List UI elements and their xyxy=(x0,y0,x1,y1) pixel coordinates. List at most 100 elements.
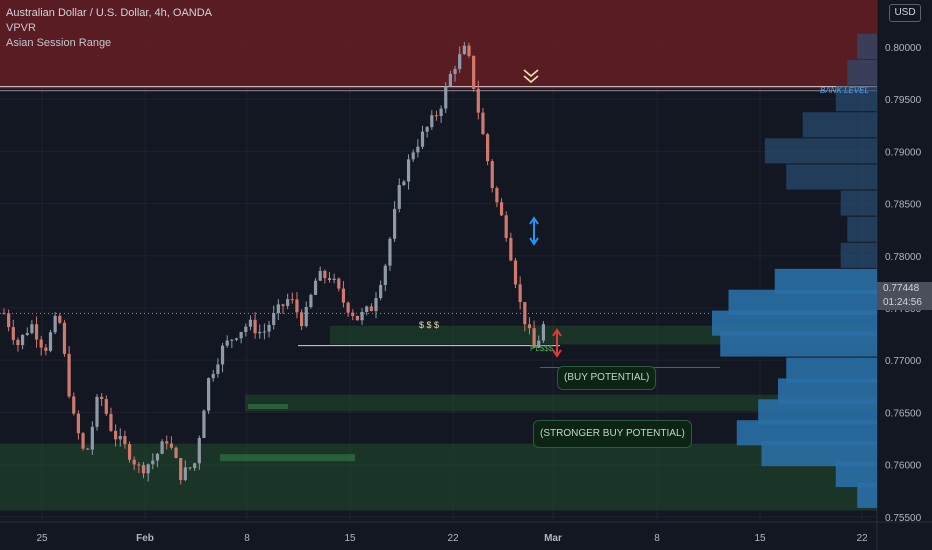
chart-legend: Australian Dollar / U.S. Dollar, 4h, OAN… xyxy=(6,6,212,51)
candle-body xyxy=(160,441,164,454)
x-tick-label: Feb xyxy=(136,533,154,544)
candle-body xyxy=(537,340,541,348)
candle-body xyxy=(48,332,53,351)
candle-body xyxy=(453,68,457,74)
x-tick-label: 8 xyxy=(654,533,660,544)
candle-body xyxy=(86,448,90,450)
candle-body xyxy=(369,306,373,312)
candle-body xyxy=(202,410,206,438)
y-tick-label: 0.75500 xyxy=(885,513,922,524)
candle-body xyxy=(155,453,160,461)
candle-body xyxy=(2,313,6,315)
candle-body xyxy=(95,396,99,427)
candle-body xyxy=(309,294,313,308)
candle-body xyxy=(137,464,141,466)
candle-body xyxy=(295,299,299,313)
candle-body xyxy=(118,435,122,440)
candle-body xyxy=(272,313,276,325)
candle-body xyxy=(411,152,415,160)
candle-body xyxy=(276,304,280,314)
candle-body xyxy=(193,463,197,469)
candle-body xyxy=(490,161,494,189)
candle-body xyxy=(165,441,169,444)
y-tick-label: 0.78500 xyxy=(885,200,922,211)
candle-body xyxy=(393,208,397,239)
candle-body xyxy=(132,459,136,465)
candle-body xyxy=(114,430,118,440)
candle-body xyxy=(379,284,383,299)
candle-body xyxy=(523,302,527,325)
candle-body xyxy=(458,54,462,69)
candle-body xyxy=(146,464,150,474)
candle-body xyxy=(495,188,499,203)
candle-body xyxy=(434,115,439,117)
bank-level-label: BANK LEVEL xyxy=(820,86,869,95)
candle-body xyxy=(216,364,220,374)
candle-body xyxy=(504,215,508,238)
candle-body xyxy=(416,146,420,153)
candle-body xyxy=(220,345,225,365)
candle-body xyxy=(7,313,11,328)
candle-body xyxy=(304,307,308,327)
candle-body xyxy=(486,134,490,162)
candle-body xyxy=(25,333,29,335)
candle-body xyxy=(207,378,211,411)
candle-body xyxy=(258,332,262,334)
candle-body xyxy=(360,312,364,321)
volume-profile-bar xyxy=(786,164,877,190)
candle-body xyxy=(444,86,448,109)
candle-body xyxy=(337,278,341,289)
candle-body xyxy=(100,396,104,400)
candle-body xyxy=(253,319,257,334)
buy-potential-label: (BUY POTENTIAL) xyxy=(557,366,657,390)
x-tick-label: 22 xyxy=(447,533,459,544)
candle-body xyxy=(21,334,25,346)
x-tick-label: 15 xyxy=(754,533,766,544)
currency-badge[interactable]: USD xyxy=(889,4,921,22)
indicator-asian-session[interactable]: Asian Session Range xyxy=(6,37,112,49)
candle-body xyxy=(290,299,294,301)
candle-body xyxy=(211,373,215,379)
volume-profile-bar xyxy=(847,216,877,242)
candle-body xyxy=(281,304,285,306)
zone-inner-strip xyxy=(220,454,355,462)
candle-body xyxy=(346,302,350,313)
candle-body xyxy=(53,315,57,333)
candle-body xyxy=(402,181,406,186)
candle-body xyxy=(72,396,76,414)
symbol-title: Australian Dollar / U.S. Dollar, 4h, OAN… xyxy=(6,7,213,19)
candle-body xyxy=(341,288,346,303)
candle-body xyxy=(425,127,429,132)
candle-body xyxy=(374,298,378,312)
candle-body xyxy=(420,131,425,147)
volume-profile-bar xyxy=(764,138,877,164)
candle-body xyxy=(127,444,132,460)
candle-body xyxy=(448,73,452,87)
candle-body xyxy=(332,278,336,281)
volume-profile-bar xyxy=(720,331,877,357)
candle-body xyxy=(532,328,536,348)
candle-body xyxy=(141,465,146,474)
candle-body xyxy=(541,324,545,341)
candle-body xyxy=(286,299,290,306)
x-tick-label: 15 xyxy=(344,533,356,544)
candle-body xyxy=(262,331,266,333)
candle-body xyxy=(44,347,48,351)
candle-body xyxy=(76,413,80,434)
blue-arrow-icon xyxy=(529,216,539,246)
candle-body xyxy=(81,433,85,449)
x-tick-label: Mar xyxy=(544,533,562,544)
indicator-vpvr[interactable]: VPVR xyxy=(6,22,36,34)
zone-stronger-buy-potential xyxy=(0,443,877,511)
candle-body xyxy=(248,319,253,327)
x-tick-label: 8 xyxy=(244,533,250,544)
candle-body xyxy=(234,338,239,340)
candle-body xyxy=(58,315,62,323)
candle-body xyxy=(355,315,359,321)
y-tick-label: 0.76000 xyxy=(885,461,922,472)
candle-body xyxy=(527,324,532,329)
candle-body xyxy=(300,312,304,327)
x-tick-label: 25 xyxy=(36,533,48,544)
candle-body xyxy=(11,327,15,340)
